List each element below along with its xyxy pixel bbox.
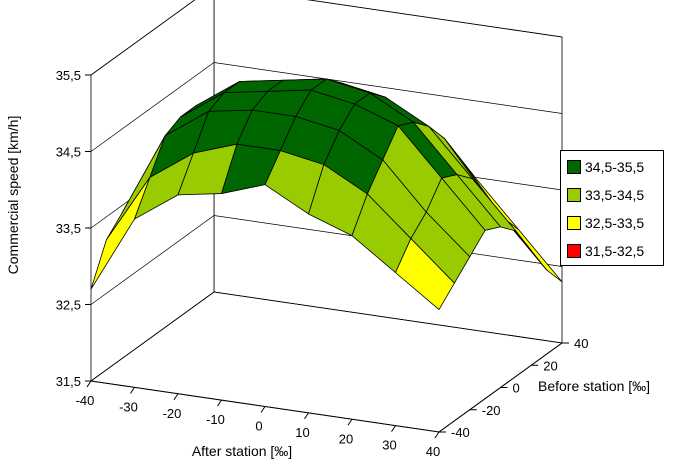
x-tick (131, 387, 135, 393)
x-tick (348, 419, 352, 425)
x-tick-label: -20 (163, 406, 182, 421)
x-tick (218, 400, 222, 406)
x-tick (261, 407, 265, 413)
x-tick (174, 394, 178, 400)
legend-label: 31,5-32,5 (585, 243, 644, 259)
legend-label: 32,5-33,5 (585, 215, 644, 231)
x-axis-label: After station [‰] (192, 443, 292, 459)
y-tick-label: 20 (543, 358, 557, 373)
x-tick (435, 432, 439, 438)
legend-item: 31,5-32,5 (567, 243, 644, 259)
z-tick-label: 33,5 (56, 221, 81, 236)
x-tick (305, 413, 309, 419)
y-tick-label: 0 (513, 381, 520, 396)
x-tick-label: -10 (206, 412, 225, 427)
x-tick-label: -40 (76, 393, 95, 408)
x-tick-label: 20 (339, 431, 353, 446)
legend: 34,5-35,5 33,5-34,5 32,5-33,5 31,5-32,5 (560, 150, 664, 266)
z-tick-label: 34,5 (56, 145, 81, 160)
z-tick-label: 32,5 (56, 298, 81, 313)
legend-swatch (567, 188, 581, 202)
z-tick-label: 35,5 (56, 68, 81, 83)
z-tick-label: 31,5 (56, 374, 81, 389)
legend-label: 33,5-34,5 (585, 187, 644, 203)
legend-item: 34,5-35,5 (567, 159, 644, 175)
x-tick-label: 0 (255, 419, 262, 434)
legend-label: 34,5-35,5 (585, 159, 644, 175)
z-axis-label: Commercial speed [km/h] (5, 116, 21, 275)
legend-swatch (567, 216, 581, 230)
y-tick-label: -40 (451, 425, 470, 440)
x-tick (87, 381, 91, 387)
x-tick-label: 40 (426, 444, 440, 459)
x-tick-label: -30 (119, 399, 138, 414)
y-tick-label: 40 (574, 336, 588, 351)
x-tick-label: 30 (382, 438, 396, 453)
legend-swatch (567, 244, 581, 258)
y-tick-label: -20 (482, 403, 501, 418)
y-axis-label: Before station [‰] (538, 378, 650, 394)
x-tick-label: 10 (295, 425, 309, 440)
legend-item: 33,5-34,5 (567, 187, 644, 203)
legend-item: 32,5-33,5 (567, 215, 644, 231)
legend-swatch (567, 160, 581, 174)
x-tick (392, 426, 396, 432)
